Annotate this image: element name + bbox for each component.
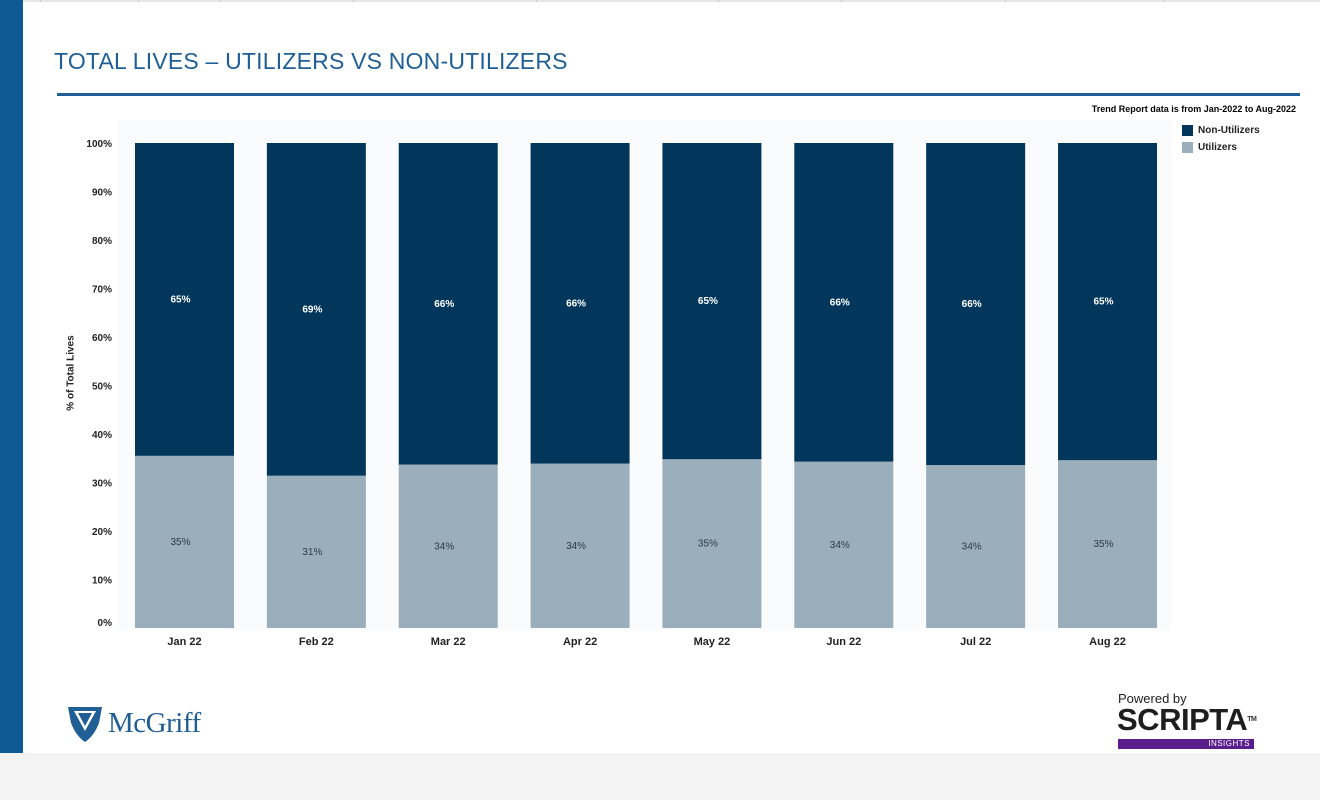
chart-legend: Non-Utilizers Utilizers xyxy=(1182,122,1260,156)
x-tick-label: Jun 22 xyxy=(826,636,861,648)
scripta-wordmark: SCRIPTA xyxy=(1117,702,1248,737)
bar-utilizers xyxy=(135,455,234,628)
bar-utilizers xyxy=(1058,460,1158,628)
bar-non-utilizers xyxy=(1058,143,1158,461)
data-label: 34% xyxy=(434,541,454,552)
data-label: 34% xyxy=(962,542,982,553)
y-tick-label: 70% xyxy=(92,285,112,296)
data-label: 66% xyxy=(434,299,454,310)
y-axis-title: % of Total Lives xyxy=(65,335,77,411)
bar-utilizers xyxy=(398,464,498,628)
bar-non-utilizers xyxy=(794,143,894,462)
bar-utilizers xyxy=(926,465,1026,628)
mcgriff-logo: McGriff xyxy=(66,703,201,743)
y-tick-label: 20% xyxy=(92,527,112,538)
legend-label: Non-Utilizers xyxy=(1198,125,1260,136)
legend-swatch-non-utilizers xyxy=(1182,125,1193,136)
y-tick-label: 0% xyxy=(98,618,113,629)
data-label: 66% xyxy=(962,299,982,310)
powered-by-text: Powered by xyxy=(1118,691,1187,706)
bar-non-utilizers xyxy=(135,143,234,456)
x-tick-label: Jan 22 xyxy=(167,636,201,648)
mcgriff-shield-icon xyxy=(68,707,102,742)
y-tick-label: 90% xyxy=(92,188,112,199)
scripta-logo: Powered by SCRIPTATM INSIGHTS xyxy=(1117,691,1257,749)
bar-non-utilizers xyxy=(530,143,630,464)
date-range-note: Trend Report data is from Jan-2022 to Au… xyxy=(1091,104,1296,114)
x-tick-label: May 22 xyxy=(694,636,731,648)
data-label: 65% xyxy=(1094,297,1114,308)
slide: TOTAL LIVES – UTILIZERS VS NON-UTILIZERS… xyxy=(0,0,1320,753)
data-label: 65% xyxy=(170,294,190,305)
bar-utilizers xyxy=(530,463,630,628)
page-title: TOTAL LIVES – UTILIZERS VS NON-UTILIZERS xyxy=(54,48,568,74)
data-label: 66% xyxy=(566,298,586,309)
data-label: 34% xyxy=(566,541,586,552)
x-tick-label: Aug 22 xyxy=(1089,636,1126,648)
bar-non-utilizers xyxy=(662,143,762,460)
bar-utilizers xyxy=(794,461,894,628)
legend-item-non-utilizers: Non-Utilizers xyxy=(1182,122,1260,139)
y-tick-label: 80% xyxy=(92,236,112,247)
y-tick-label: 30% xyxy=(92,479,112,490)
insights-band: INSIGHTS xyxy=(1118,739,1254,749)
x-tick-label: Apr 22 xyxy=(563,636,597,648)
legend-label: Utilizers xyxy=(1198,142,1237,153)
top-strip xyxy=(23,0,1320,2)
data-label: 35% xyxy=(698,539,718,550)
mcgriff-wordmark: McGriff xyxy=(108,706,201,739)
bar-utilizers xyxy=(266,475,366,628)
y-tick-label: 10% xyxy=(92,576,112,587)
bar-utilizers xyxy=(662,459,762,628)
data-label: 34% xyxy=(830,540,850,551)
title-divider xyxy=(57,93,1300,96)
data-label: 65% xyxy=(698,296,718,307)
data-label: 31% xyxy=(302,547,322,558)
x-tick-label: Jul 22 xyxy=(960,636,991,648)
y-tick-label: 40% xyxy=(92,430,112,441)
stacked-bar-chart: 0% 10% 20% 30% 40% 50% 60% 70% 80% 90% 100% 35% 65% J… xyxy=(86,139,1158,648)
bar-non-utilizers xyxy=(266,143,366,476)
y-tick-label: 60% xyxy=(92,333,112,344)
left-accent-bar xyxy=(0,0,23,753)
bar-non-utilizers xyxy=(926,143,1026,466)
data-label: 66% xyxy=(830,297,850,308)
bar-non-utilizers xyxy=(398,143,498,465)
y-tick-label: 100% xyxy=(86,139,112,150)
x-tick-label: Feb 22 xyxy=(299,636,334,648)
legend-item-utilizers: Utilizers xyxy=(1182,139,1260,156)
data-label: 35% xyxy=(1094,539,1114,550)
legend-swatch-utilizers xyxy=(1182,142,1193,153)
data-label: 69% xyxy=(302,304,322,315)
x-tick-label: Mar 22 xyxy=(431,636,466,648)
data-label: 35% xyxy=(170,537,190,548)
y-tick-label: 50% xyxy=(92,382,112,393)
